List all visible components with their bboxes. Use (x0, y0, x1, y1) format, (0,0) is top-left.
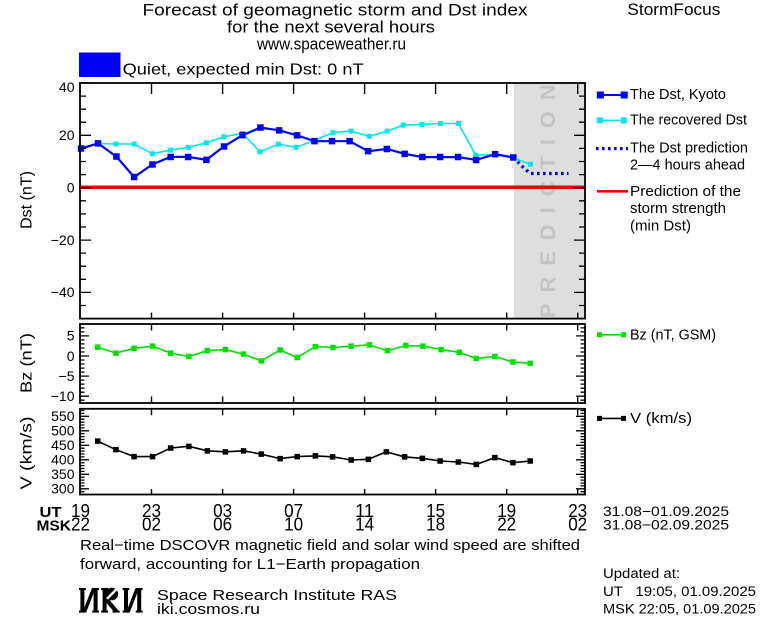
svg-text:550: 550 (51, 408, 75, 424)
svg-text:19: 19 (71, 501, 90, 521)
svg-text:2—4 hours ahead: 2—4 hours ahead (630, 158, 745, 174)
svg-text:The Dst, Kyoto: The Dst, Kyoto (630, 87, 726, 103)
svg-text:V (km/s): V (km/s) (18, 417, 35, 490)
svg-text:40: 40 (59, 79, 75, 95)
svg-text:5: 5 (67, 328, 75, 344)
svg-text:0: 0 (67, 180, 75, 196)
svg-text:02: 02 (142, 515, 161, 535)
svg-text:06: 06 (213, 515, 232, 535)
svg-text:11: 11 (355, 501, 374, 521)
svg-text:22: 22 (71, 515, 90, 535)
svg-text:31.08−01.09.2025: 31.08−01.09.2025 (603, 503, 729, 519)
svg-text:The Dst prediction: The Dst prediction (630, 140, 748, 156)
svg-text:Dst (nT): Dst (nT) (18, 171, 35, 229)
svg-text:−20: −20 (51, 232, 75, 248)
svg-text:300: 300 (51, 481, 75, 497)
svg-text:10: 10 (284, 515, 303, 535)
svg-text:15: 15 (426, 501, 445, 521)
svg-text:19: 19 (497, 501, 516, 521)
svg-text:UT: UT (40, 504, 62, 521)
svg-text:StormFocus: StormFocus (627, 1, 720, 19)
svg-text:V (km/s): V (km/s) (630, 411, 692, 427)
svg-text:for the next several hours: for the next several hours (227, 18, 435, 37)
svg-text:MSK: MSK (37, 518, 72, 535)
svg-text:02: 02 (568, 515, 587, 535)
svg-text:UT 19:05, 01.09.2025: UT 19:05, 01.09.2025 (603, 584, 756, 599)
svg-text:Space Research Institute RAS: Space Research Institute RAS (157, 587, 397, 604)
svg-text:Bz (nT): Bz (nT) (18, 333, 35, 393)
svg-text:Bz (nT, GSM): Bz (nT, GSM) (630, 328, 716, 344)
svg-text:storm strength: storm strength (630, 201, 726, 217)
svg-text:22: 22 (497, 515, 516, 535)
svg-text:0: 0 (67, 348, 75, 364)
svg-text:Prediction of the: Prediction of the (630, 184, 741, 200)
svg-text:450: 450 (51, 437, 75, 453)
svg-text:www.spaceweather.ru: www.spaceweather.ru (256, 35, 406, 54)
svg-text:Forecast of geomagnetic storm: Forecast of geomagnetic storm and Dst in… (143, 1, 529, 20)
svg-text:−10: −10 (51, 388, 75, 404)
svg-text:23: 23 (142, 501, 161, 521)
svg-text:MSK 22:05, 01.09.2025: MSK 22:05, 01.09.2025 (603, 602, 756, 617)
svg-text:Updated at:: Updated at: (603, 566, 680, 581)
svg-text:500: 500 (51, 423, 75, 439)
svg-text:07: 07 (284, 501, 303, 521)
svg-text:20: 20 (59, 127, 75, 143)
svg-text:18: 18 (426, 515, 445, 535)
svg-text:−40: −40 (51, 284, 75, 300)
svg-text:14: 14 (355, 515, 374, 535)
svg-text:PREDICTION: PREDICTION (536, 73, 560, 318)
svg-text:−5: −5 (59, 368, 75, 384)
svg-text:The recovered Dst: The recovered Dst (630, 112, 747, 128)
svg-text:forward, accounting for L1−Ear: forward, accounting for L1−Earth propaga… (80, 556, 420, 573)
svg-text:Real−time DSCOVR magnetic fiel: Real−time DSCOVR magnetic field and sola… (80, 537, 580, 554)
svg-text:03: 03 (213, 501, 232, 521)
svg-text:350: 350 (51, 466, 75, 482)
svg-text:400: 400 (51, 452, 75, 468)
svg-text:iki.cosmos.ru: iki.cosmos.ru (157, 601, 260, 618)
svg-text:23: 23 (568, 501, 587, 521)
svg-text:(min Dst): (min Dst) (630, 218, 691, 234)
svg-text:Quiet, expected min Dst: 0 nT: Quiet, expected min Dst: 0 nT (123, 62, 364, 79)
svg-text:31.08−02.09.2025: 31.08−02.09.2025 (603, 517, 729, 533)
